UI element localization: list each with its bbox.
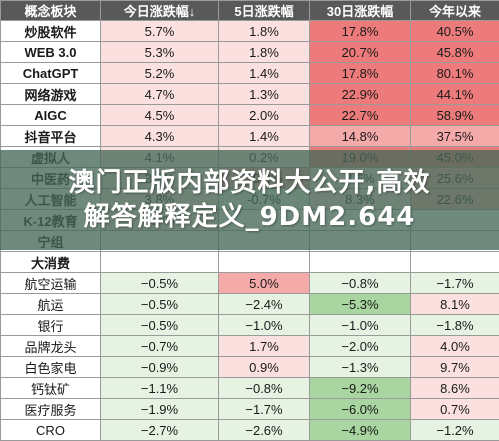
- day-change-cell: −0.9%: [101, 357, 219, 378]
- thirty-day-change-cell: 22.9%: [310, 84, 411, 105]
- thirty-day-change-cell: 17.8%: [310, 21, 411, 42]
- ytd-change-cell: 40.5%: [411, 21, 499, 42]
- five-day-change-cell: 1.7%: [219, 336, 310, 357]
- day-change-cell: −0.5%: [101, 294, 219, 315]
- five-day-change-cell: 1.8%: [219, 21, 310, 42]
- sector-name: 网络游戏: [1, 84, 101, 105]
- header-row: 概念板块 今日涨跌幅↓ 5日涨跌幅 30日涨跌幅 今年以来: [1, 1, 499, 21]
- five-day-change-cell: −1.0%: [219, 315, 310, 336]
- five-day-change-cell: 0.9%: [219, 357, 310, 378]
- day-change-cell: −2.7%: [101, 420, 219, 441]
- thirty-day-change-cell: −1.0%: [310, 315, 411, 336]
- day-change-cell: −0.5%: [101, 315, 219, 336]
- day-change-cell: −1.1%: [101, 378, 219, 399]
- thirty-day-change-cell: −9.2%: [310, 378, 411, 399]
- thirty-day-change-cell: 20.7%: [310, 42, 411, 63]
- sector-name: 大消费: [1, 252, 101, 273]
- thirty-day-change-cell: −6.0%: [310, 399, 411, 420]
- day-change-cell: −0.7%: [101, 336, 219, 357]
- day-change-cell: −0.5%: [101, 273, 219, 294]
- sector-name: 钙钛矿: [1, 378, 101, 399]
- ytd-change-cell: 8.6%: [411, 378, 499, 399]
- ytd-change-cell: −1.2%: [411, 420, 499, 441]
- five-day-change-cell: −2.4%: [219, 294, 310, 315]
- five-day-change-cell: 5.0%: [219, 273, 310, 294]
- header-day-change[interactable]: 今日涨跌幅↓: [101, 1, 219, 21]
- sector-name: CRO: [1, 420, 101, 441]
- table-row[interactable]: CRO−2.7%−2.6%−4.9%−1.2%: [1, 420, 499, 441]
- five-day-change-cell: 2.0%: [219, 105, 310, 126]
- sector-name: 品牌龙头: [1, 336, 101, 357]
- thirty-day-change-cell: [310, 252, 411, 273]
- sector-name: 银行: [1, 315, 101, 336]
- table-row[interactable]: 白色家电−0.9%0.9%−1.3%9.7%: [1, 357, 499, 378]
- ytd-change-cell: 9.7%: [411, 357, 499, 378]
- thirty-day-change-cell: −1.3%: [310, 357, 411, 378]
- day-change-cell: 4.5%: [101, 105, 219, 126]
- day-change-cell: 5.3%: [101, 42, 219, 63]
- sector-name: 医疗服务: [1, 399, 101, 420]
- day-change-cell: 4.3%: [101, 126, 219, 147]
- ytd-change-cell: 80.1%: [411, 63, 499, 84]
- thirty-day-change-cell: −4.9%: [310, 420, 411, 441]
- overlay-line-2: 解答解释定义_9DM2.644: [84, 200, 416, 234]
- table-row[interactable]: 航空运输−0.5%5.0%−0.8%−1.7%: [1, 273, 499, 294]
- thirty-day-change-cell: 22.7%: [310, 105, 411, 126]
- ytd-change-cell: 44.1%: [411, 84, 499, 105]
- sector-name: 炒股软件: [1, 21, 101, 42]
- five-day-change-cell: 1.4%: [219, 63, 310, 84]
- ytd-change-cell: 58.9%: [411, 105, 499, 126]
- promo-overlay-band: 澳门正版内部资料大公开,高效 解答解释定义_9DM2.644: [0, 150, 499, 250]
- thirty-day-change-cell: −2.0%: [310, 336, 411, 357]
- five-day-change-cell: 1.8%: [219, 42, 310, 63]
- table-row[interactable]: 大消费: [1, 252, 499, 273]
- header-30day-change[interactable]: 30日涨跌幅: [310, 1, 411, 21]
- ytd-change-cell: 4.0%: [411, 336, 499, 357]
- ytd-change-cell: −1.8%: [411, 315, 499, 336]
- ytd-change-cell: 45.8%: [411, 42, 499, 63]
- five-day-change-cell: −2.6%: [219, 420, 310, 441]
- ytd-change-cell: 37.5%: [411, 126, 499, 147]
- table-row[interactable]: 航运−0.5%−2.4%−5.3%8.1%: [1, 294, 499, 315]
- five-day-change-cell: [219, 252, 310, 273]
- table-row[interactable]: 钙钛矿−1.1%−0.8%−9.2%8.6%: [1, 378, 499, 399]
- day-change-cell: −1.9%: [101, 399, 219, 420]
- day-change-cell: [101, 252, 219, 273]
- five-day-change-cell: −0.8%: [219, 378, 310, 399]
- table-row[interactable]: 品牌龙头−0.7%1.7%−2.0%4.0%: [1, 336, 499, 357]
- sector-name: 航空运输: [1, 273, 101, 294]
- thirty-day-change-cell: −0.8%: [310, 273, 411, 294]
- five-day-change-cell: 1.3%: [219, 84, 310, 105]
- day-change-cell: 4.7%: [101, 84, 219, 105]
- ytd-change-cell: −1.7%: [411, 273, 499, 294]
- overlay-line-1: 澳门正版内部资料大公开,高效: [69, 166, 431, 200]
- thirty-day-change-cell: −5.3%: [310, 294, 411, 315]
- sector-name: ChatGPT: [1, 63, 101, 84]
- sector-name: 白色家电: [1, 357, 101, 378]
- table-row[interactable]: 医疗服务−1.9%−1.7%−6.0%0.7%: [1, 399, 499, 420]
- header-ytd-change[interactable]: 今年以来: [411, 1, 499, 21]
- table-row[interactable]: 银行−0.5%−1.0%−1.0%−1.8%: [1, 315, 499, 336]
- day-change-cell: 5.7%: [101, 21, 219, 42]
- day-change-cell: 5.2%: [101, 63, 219, 84]
- sector-name: AIGC: [1, 105, 101, 126]
- ytd-change-cell: 8.1%: [411, 294, 499, 315]
- header-5day-change[interactable]: 5日涨跌幅: [219, 1, 310, 21]
- five-day-change-cell: 1.4%: [219, 126, 310, 147]
- thirty-day-change-cell: 17.8%: [310, 63, 411, 84]
- sector-name: 抖音平台: [1, 126, 101, 147]
- sector-name: WEB 3.0: [1, 42, 101, 63]
- header-sector[interactable]: 概念板块: [1, 1, 101, 21]
- ytd-change-cell: [411, 252, 499, 273]
- thirty-day-change-cell: 14.8%: [310, 126, 411, 147]
- sector-name: 航运: [1, 294, 101, 315]
- ytd-change-cell: 0.7%: [411, 399, 499, 420]
- five-day-change-cell: −1.7%: [219, 399, 310, 420]
